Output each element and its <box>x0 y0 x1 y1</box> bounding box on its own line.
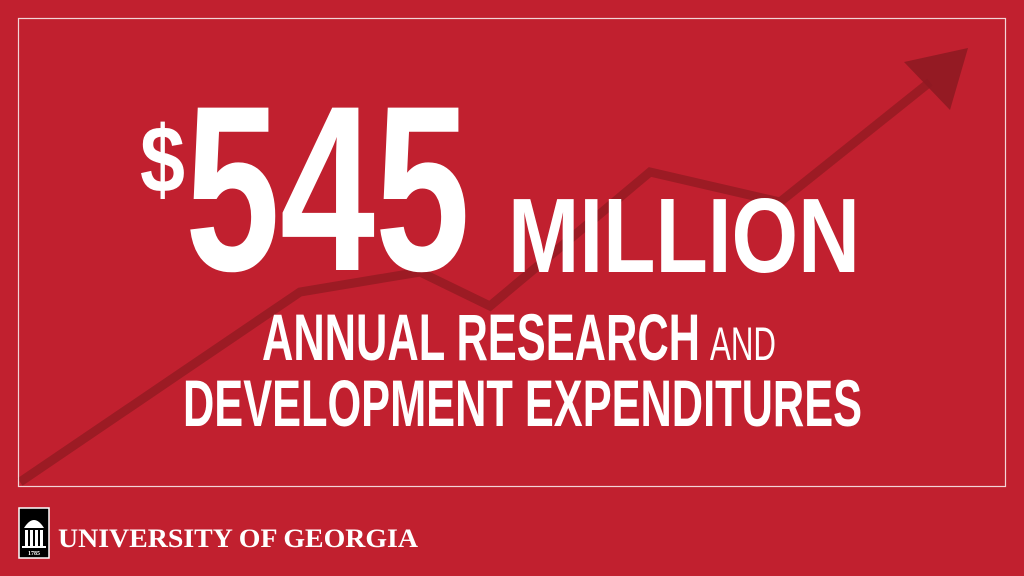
subtitle-line: ANNUAL RESEARCH <box>262 300 700 374</box>
headline-amount: 545 <box>185 57 470 321</box>
trend-arrow-head <box>904 48 968 110</box>
logo: 1785 <box>18 507 50 559</box>
wordmark: UNIVERSITY OF GEORGIA <box>58 524 418 553</box>
frame <box>17 17 1007 488</box>
currency-symbol: $ <box>140 107 185 213</box>
subtitle-line: DEVELOPMENT EXPENDITURES <box>183 366 862 440</box>
logo-year: 1785 <box>28 551 40 557</box>
subtitle-connector: AND <box>710 317 776 370</box>
headline-unit: MILLION <box>508 177 860 295</box>
trend-arrow-line <box>17 78 933 486</box>
